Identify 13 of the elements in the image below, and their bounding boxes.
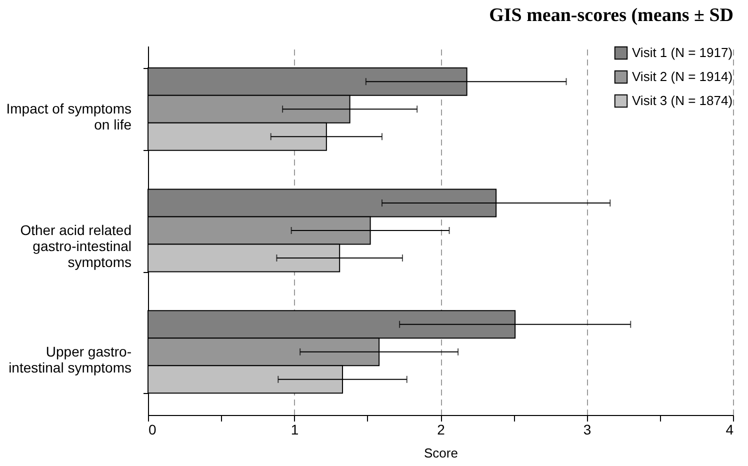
x-tick-label: 3 <box>583 422 592 438</box>
y-tick-label: Other acid related gastro-intestinal symptoms <box>20 222 132 270</box>
x-tick-label: 2 <box>437 422 446 438</box>
chart-title: GIS mean-scores (means ± SD <box>489 5 734 26</box>
x-axis-title: Score <box>424 446 458 460</box>
y-tick-label: Upper gastro-intestinal symptoms <box>8 343 132 376</box>
x-tick-label: 4 <box>726 422 734 438</box>
legend-label: Visit 1 (N = 1917) <box>632 45 733 60</box>
x-tick-label: 1 <box>290 422 299 438</box>
legend-label: Visit 2 (N = 1914) <box>632 69 733 84</box>
x-tick-label: 0 <box>148 422 156 438</box>
legend-label: Visit 3 (N = 1874) <box>632 93 733 108</box>
y-tick-label: Impact of symptoms on life <box>6 100 132 133</box>
